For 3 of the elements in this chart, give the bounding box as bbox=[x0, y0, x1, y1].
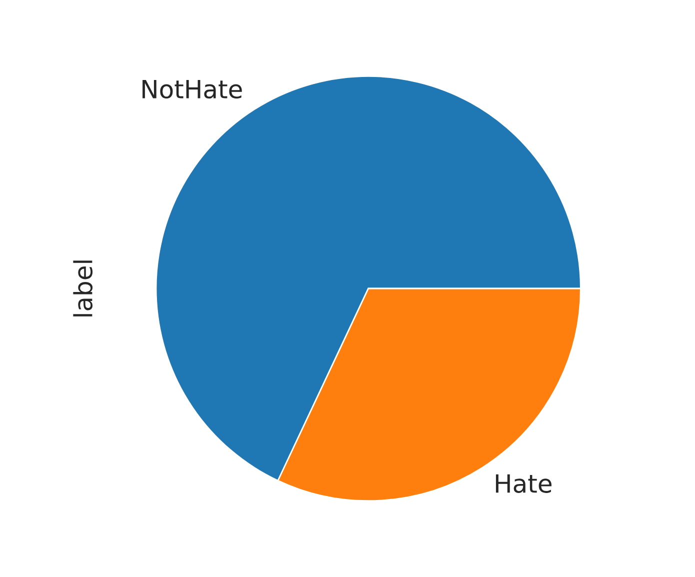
slice-label: Hate bbox=[496, 474, 552, 493]
slice-label: NotHate bbox=[142, 80, 242, 99]
text: label bbox=[73, 260, 93, 316]
